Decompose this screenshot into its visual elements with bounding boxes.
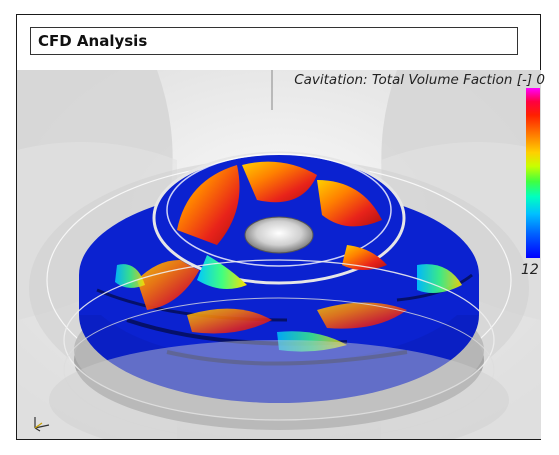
legend-label: Cavitation: Total Volume Faction [-] 0 [294,72,545,88]
title-box: CFD Analysis [30,27,518,55]
cfd-render-viewport[interactable] [17,70,541,439]
legend-min-value: 12 [521,262,539,278]
impeller-render [17,70,541,439]
axis-triad-icon [31,414,53,436]
page-title: CFD Analysis [38,32,148,50]
color-scale-bar [526,88,540,258]
